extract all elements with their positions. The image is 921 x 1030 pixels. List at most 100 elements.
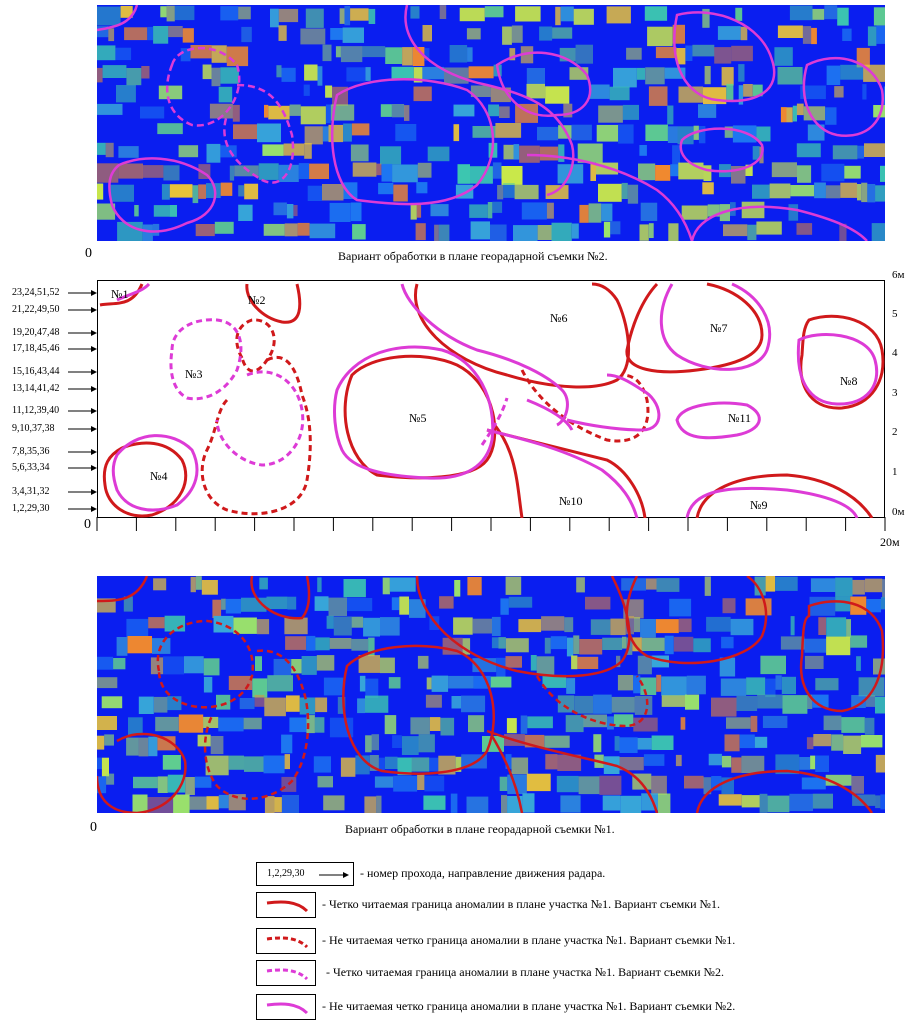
radar-trace bbox=[155, 716, 179, 732]
radar-trace bbox=[106, 773, 115, 785]
radar-trace bbox=[153, 26, 169, 44]
radar-trace bbox=[731, 757, 742, 773]
radar-trace bbox=[325, 85, 333, 98]
legend-pass-example: 1,2,29,30 bbox=[267, 868, 305, 879]
radar-trace bbox=[395, 124, 417, 142]
radar-trace bbox=[823, 715, 842, 731]
radar-trace bbox=[152, 223, 160, 236]
pass-label: 7,8,35,36 bbox=[12, 446, 50, 457]
radar-trace bbox=[861, 735, 883, 748]
radar-trace bbox=[238, 185, 245, 197]
radar-trace bbox=[470, 85, 491, 97]
radar-trace bbox=[641, 637, 665, 651]
radar-trace bbox=[301, 656, 317, 675]
radar-trace bbox=[745, 598, 772, 616]
radar-trace bbox=[410, 204, 417, 220]
radar-trace bbox=[656, 578, 680, 592]
radar-trace bbox=[264, 697, 286, 717]
radar-trace bbox=[721, 636, 734, 649]
radar-trace bbox=[216, 694, 231, 710]
radar-trace bbox=[97, 103, 123, 115]
radar-trace bbox=[627, 184, 639, 204]
radar-trace bbox=[633, 675, 641, 694]
radar-trace bbox=[651, 655, 669, 668]
radar-trace bbox=[490, 676, 512, 688]
radar-trace bbox=[304, 126, 323, 145]
radar-trace bbox=[511, 25, 523, 43]
radar-trace bbox=[254, 694, 265, 707]
anomaly-outline bbox=[116, 282, 151, 302]
radar-trace bbox=[404, 105, 410, 121]
pass-label: 13,14,41,42 bbox=[12, 383, 60, 394]
radar-trace bbox=[789, 793, 813, 812]
radar-trace bbox=[153, 696, 168, 713]
radar-trace bbox=[291, 659, 302, 674]
anomaly-label: №7 bbox=[710, 321, 728, 335]
radar-trace bbox=[790, 185, 815, 197]
radar-trace bbox=[206, 796, 219, 810]
radar-trace bbox=[203, 658, 220, 676]
radar-trace bbox=[857, 145, 864, 159]
radar-trace bbox=[575, 44, 593, 64]
radar-trace bbox=[757, 694, 783, 709]
radar-trace bbox=[544, 637, 551, 654]
radar-trace bbox=[545, 754, 558, 770]
radar-trace bbox=[459, 7, 485, 22]
radar-trace bbox=[355, 755, 370, 775]
radar-trace bbox=[466, 28, 481, 40]
radar-trace bbox=[678, 618, 692, 633]
anomaly-outline bbox=[414, 282, 631, 389]
radar-trace bbox=[825, 774, 852, 786]
radar-trace bbox=[767, 795, 790, 813]
radar-trace bbox=[747, 224, 757, 241]
radar-trace bbox=[343, 123, 352, 142]
radar-trace bbox=[613, 714, 634, 727]
radar-trace bbox=[505, 576, 522, 595]
radar-trace bbox=[616, 655, 621, 668]
radar-trace bbox=[416, 182, 428, 194]
radar-trace bbox=[857, 184, 862, 201]
radar-trace bbox=[515, 6, 541, 22]
radar-trace bbox=[724, 734, 740, 752]
pass-label: 5,6,33,34 bbox=[12, 462, 50, 473]
radar-trace bbox=[717, 26, 741, 40]
radar-trace bbox=[102, 65, 127, 78]
radar-trace bbox=[802, 26, 812, 44]
radar-trace bbox=[313, 756, 331, 773]
radar-trace bbox=[440, 717, 455, 736]
radar-trace bbox=[195, 224, 215, 237]
radar-trace bbox=[526, 83, 545, 99]
radar-trace bbox=[826, 617, 847, 637]
radar-trace bbox=[163, 656, 185, 675]
radar-trace bbox=[195, 576, 202, 590]
radar-trace bbox=[393, 775, 418, 792]
radar-trace bbox=[297, 222, 310, 236]
radar-trace bbox=[640, 202, 658, 221]
radar-trace bbox=[427, 146, 450, 162]
radar-trace bbox=[720, 678, 747, 696]
radar-trace bbox=[826, 636, 851, 656]
radar-trace bbox=[651, 775, 667, 795]
legend-text-dashed-red: - Не читаемая четко граница аномалии в п… bbox=[322, 933, 736, 947]
top-panel-origin: 0 bbox=[85, 246, 92, 261]
radar-trace bbox=[289, 104, 301, 116]
radar-trace bbox=[467, 577, 482, 596]
radar-trace bbox=[686, 675, 706, 695]
radar-trace bbox=[842, 28, 852, 41]
radar-trace bbox=[255, 656, 262, 671]
radar-trace bbox=[229, 165, 235, 181]
radar-trace bbox=[513, 144, 520, 160]
radar-trace bbox=[721, 755, 732, 768]
anomaly-outline bbox=[796, 333, 879, 406]
radar-trace bbox=[462, 638, 471, 655]
radar-trace bbox=[97, 26, 109, 38]
radar-trace bbox=[359, 675, 366, 692]
radar-trace bbox=[590, 163, 596, 181]
radar-trace bbox=[342, 27, 364, 43]
radar-trace bbox=[760, 655, 786, 675]
radar-trace bbox=[413, 86, 432, 102]
radar-trace bbox=[564, 617, 574, 633]
radar-trace bbox=[210, 736, 224, 755]
radar-trace bbox=[804, 638, 827, 653]
radar-trace bbox=[501, 166, 523, 185]
